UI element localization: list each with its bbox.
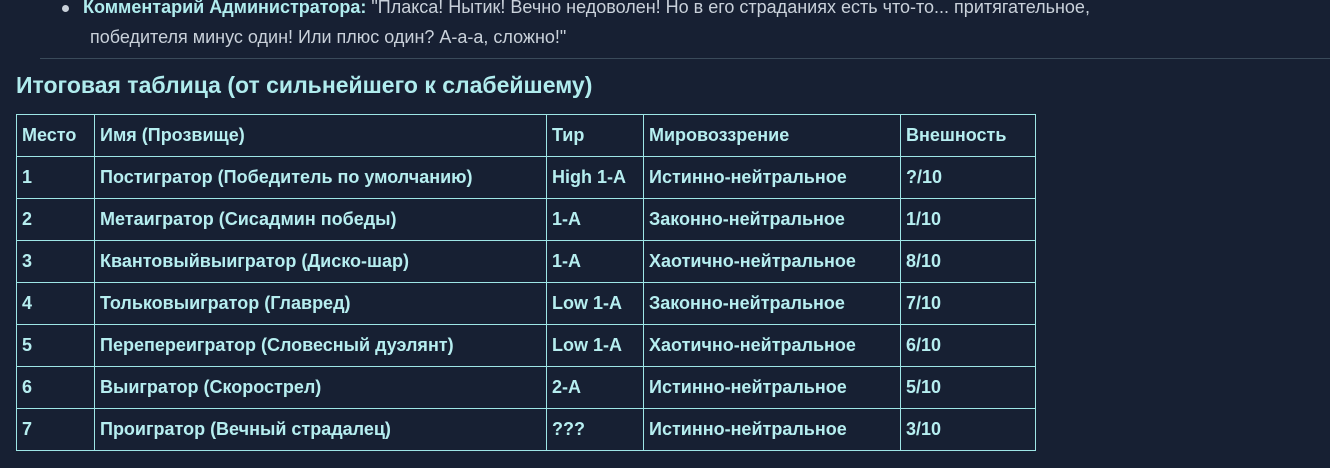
cell-alignment: Законно-нейтральное bbox=[643, 282, 901, 325]
cell-looks: ?/10 bbox=[900, 156, 1036, 199]
cell-place: 4 bbox=[16, 282, 95, 325]
section-heading: Итоговая таблица (от сильнейшего к слабе… bbox=[16, 72, 593, 98]
cell-looks: 6/10 bbox=[900, 324, 1036, 367]
header-name: Имя (Прозвище) bbox=[94, 114, 547, 157]
table-header-row: Место Имя (Прозвище) Тир Мировоззрение В… bbox=[16, 114, 1036, 157]
cell-name: Квантовыйвыигратор (Диско-шар) bbox=[94, 240, 547, 283]
cell-tier: Low 1-A bbox=[546, 324, 644, 367]
comment-line-2: победителя минус один! Или плюс один? А-… bbox=[90, 27, 567, 47]
cell-looks: 5/10 bbox=[900, 366, 1036, 409]
cell-name: Метаигратор (Сисадмин победы) bbox=[94, 198, 547, 241]
cell-tier: 2-A bbox=[546, 366, 644, 409]
cell-looks: 8/10 bbox=[900, 240, 1036, 283]
bullet-icon bbox=[62, 4, 69, 12]
table-row: 7 Проигратор (Вечный страдалец)??? Истинно… bbox=[16, 408, 1036, 451]
cell-place: 1 bbox=[16, 156, 95, 199]
header-looks: Внешность bbox=[900, 114, 1036, 157]
cell-alignment: Истинно-нейтральное bbox=[643, 366, 901, 409]
cell-name: Перепереигратор (Словесный дуэлянт) bbox=[94, 324, 547, 367]
table-row: 1 Постигратор (Победитель по умолчанию) Hi… bbox=[16, 156, 1036, 199]
cell-alignment: Истинно-нейтральное bbox=[643, 408, 901, 451]
cell-alignment: Законно-нейтральное bbox=[643, 198, 901, 241]
header-tier: Тир bbox=[546, 114, 644, 157]
cell-place: 2 bbox=[16, 198, 95, 241]
cell-alignment: Истинно-нейтральное bbox=[643, 156, 901, 199]
header-place: Место bbox=[16, 114, 95, 157]
cell-looks: 3/10 bbox=[900, 408, 1036, 451]
header-alignment: Мировоззрение bbox=[643, 114, 901, 157]
comment-text: "Плакса! Нытик! Вечно недоволен! Но в ег… bbox=[366, 0, 1090, 17]
cell-alignment: Хаотично-нейтральное bbox=[643, 324, 901, 367]
cell-name: Проигратор (Вечный страдалец) bbox=[94, 408, 547, 451]
cell-tier: 1-A bbox=[546, 198, 644, 241]
ranking-table: Место Имя (Прозвище) Тир Мировоззрение В… bbox=[16, 114, 1036, 451]
cell-place: 5 bbox=[16, 324, 95, 367]
cell-looks: 7/10 bbox=[900, 282, 1036, 325]
cell-name: Постигратор (Победитель по умолчанию) bbox=[94, 156, 547, 199]
cell-tier: High 1-A bbox=[546, 156, 644, 199]
cell-name: Выигратор (Скорострел) bbox=[94, 366, 547, 409]
table-row: 4 Тольковыигратор (Главред) Low 1-A Законно… bbox=[16, 282, 1036, 325]
cell-tier: ??? bbox=[546, 408, 644, 451]
table-row: 5 Перепереигратор (Словесный дуэлянт) Low … bbox=[16, 324, 1036, 367]
table-row: 3 Квантовыйвыигратор (Диско-шар) 1-A Хаотич… bbox=[16, 240, 1036, 283]
cell-tier: Low 1-A bbox=[546, 282, 644, 325]
cell-looks: 1/10 bbox=[900, 198, 1036, 241]
table-row: 6 Выигратор (Скорострел) 2-A Истинно-нейтра… bbox=[16, 366, 1036, 409]
divider bbox=[40, 58, 1330, 59]
cell-name: Тольковыигратор (Главред) bbox=[94, 282, 547, 325]
cell-place: 6 bbox=[16, 366, 95, 409]
cell-place: 7 bbox=[16, 408, 95, 451]
cell-tier: 1-A bbox=[546, 240, 644, 283]
comment-line-1: Комментарий Администратора: "Плакса! Ныт… bbox=[62, 0, 1090, 21]
cell-place: 3 bbox=[16, 240, 95, 283]
cell-alignment: Хаотично-нейтральное bbox=[643, 240, 901, 283]
table-row: 2 Метаигратор (Сисадмин победы) 1-A Законно… bbox=[16, 198, 1036, 241]
comment-label: Комментарий Администратора: bbox=[83, 0, 367, 17]
